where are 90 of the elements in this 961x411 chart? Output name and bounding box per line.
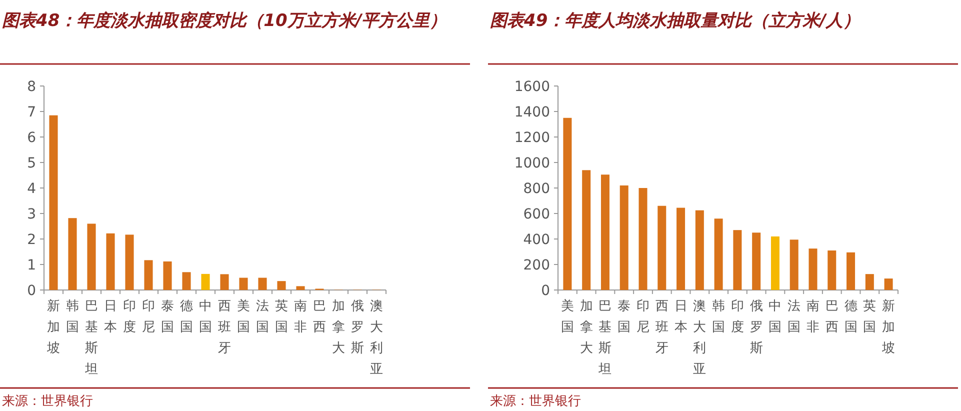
bar [106, 233, 115, 290]
x-tick-label: 西班牙 [655, 299, 668, 356]
bar [752, 232, 761, 290]
x-tick-label: 澳大利亚 [693, 299, 706, 377]
x-tick-label: 印度 [123, 299, 136, 335]
bar [620, 185, 628, 290]
x-tick-label: 法国 [256, 299, 269, 335]
x-tick-label: 日本 [674, 299, 688, 335]
y-tick-label: 0 [541, 283, 550, 299]
x-tick-label: 韩国 [712, 299, 726, 335]
x-tick-label: 巴基斯坦 [598, 299, 612, 377]
bar [563, 118, 572, 290]
x-tick-label: 美国 [560, 298, 574, 335]
x-tick-label: 德国 [844, 299, 858, 335]
x-tick-label: 中国 [768, 299, 782, 335]
y-tick-label: 1200 [514, 130, 550, 146]
bar [68, 218, 77, 290]
x-tick-label: 南非 [806, 299, 820, 335]
x-tick-label: 加拿大 [580, 299, 593, 356]
y-tick-label: 1400 [514, 104, 550, 120]
x-tick-label: 印尼 [636, 299, 650, 335]
x-tick-label: 巴西 [825, 299, 838, 335]
x-tick-label: 印尼 [142, 299, 155, 335]
bar [695, 210, 704, 290]
x-tick-label: 加拿大 [332, 299, 345, 356]
y-tick-label: 1 [27, 258, 36, 274]
bar [163, 261, 172, 290]
bar [239, 278, 248, 290]
bar [258, 278, 267, 290]
bar [808, 248, 818, 290]
bar [733, 230, 742, 290]
bar [714, 218, 723, 290]
bar [296, 286, 305, 290]
x-tick-label: 新加坡 [881, 299, 896, 356]
source-note: 来源：世界银行 [2, 394, 93, 409]
x-tick-label: 泰国 [618, 299, 631, 335]
y-tick-label: 8 [27, 79, 36, 95]
bar [846, 252, 856, 290]
y-tick-label: 7 [27, 104, 36, 120]
y-tick-label: 6 [27, 130, 36, 146]
x-tick-label: 俄罗斯 [351, 299, 364, 356]
x-tick-label: 俄罗斯 [750, 299, 763, 356]
bar [277, 281, 286, 290]
chart-title: 图表49：年度人均淡水抽取量对比（立方米/人） [490, 11, 860, 31]
bar [790, 240, 798, 290]
x-tick-label: 印度 [730, 299, 744, 335]
bar [220, 274, 229, 290]
x-tick-label: 德国 [180, 299, 193, 335]
x-tick-label: 西班牙 [218, 299, 231, 356]
bar [658, 206, 666, 290]
y-tick-label: 3 [27, 206, 36, 222]
y-tick-label: 5 [27, 156, 36, 172]
bar [582, 170, 591, 290]
x-tick-label: 巴基斯坦 [84, 299, 98, 377]
bar [144, 260, 153, 290]
bar [49, 115, 58, 290]
x-tick-label: 英国 [863, 299, 876, 335]
x-tick-label: 南非 [294, 299, 307, 335]
bar [600, 174, 610, 290]
x-tick-label: 日本 [104, 299, 117, 335]
bar [828, 250, 836, 290]
y-tick-label: 1000 [514, 156, 550, 172]
x-tick-label: 中国 [199, 299, 212, 335]
bar [182, 272, 191, 290]
y-tick-label: 2 [27, 232, 36, 248]
bar [638, 188, 648, 290]
source-note: 来源：世界银行 [490, 394, 581, 409]
bar [865, 274, 874, 290]
bar [201, 274, 210, 290]
chart-title: 图表48：年度淡水抽取密度对比（10万立方米/平方公里） [2, 11, 447, 31]
bar [884, 278, 893, 290]
y-tick-label: 4 [27, 181, 36, 197]
x-tick-label: 新加坡 [46, 299, 60, 356]
x-tick-label: 美国 [237, 298, 250, 335]
bar [676, 208, 686, 290]
y-tick-label: 600 [523, 206, 550, 222]
x-tick-label: 韩国 [66, 299, 79, 335]
y-tick-label: 0 [27, 283, 36, 299]
y-tick-label: 200 [523, 258, 550, 274]
y-tick-label: 800 [523, 181, 550, 197]
x-tick-label: 泰国 [161, 299, 174, 335]
x-tick-label: 英国 [275, 299, 288, 335]
bar [125, 234, 134, 290]
bar [87, 224, 96, 290]
x-tick-label: 澳大利亚 [370, 299, 383, 377]
bar [770, 236, 780, 290]
y-tick-label: 400 [523, 232, 550, 248]
y-tick-label: 1600 [514, 79, 550, 95]
x-tick-label: 法国 [788, 299, 801, 335]
x-tick-label: 巴西 [313, 299, 326, 335]
